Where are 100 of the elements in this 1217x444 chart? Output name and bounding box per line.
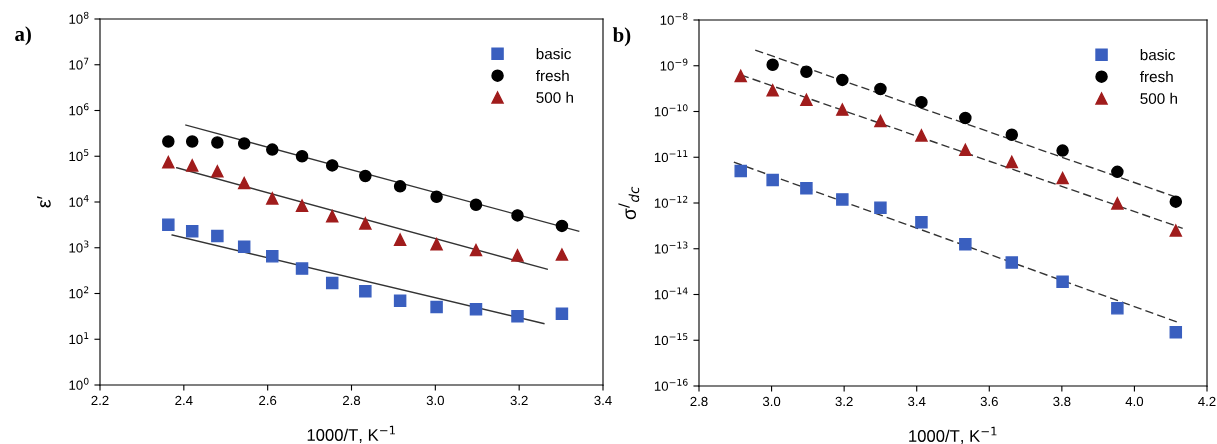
point [1005,128,1019,142]
y-tick-label: 10$^{−9}$ [660,58,688,71]
point [836,73,849,87]
legend-label: basic [1140,49,1176,61]
point [1111,197,1124,210]
point [185,159,199,172]
point [915,95,928,109]
point [959,237,972,251]
point [430,300,443,314]
x-tick-label: 3.0 [426,395,444,406]
point [800,182,813,195]
point [555,248,569,261]
point [295,149,309,163]
point [325,276,339,290]
y-tick-label: 10$^{6}$ [69,103,89,116]
point [430,237,443,251]
x-tick-label: 3.4 [594,395,612,406]
x-tick-label: 4.2 [1198,396,1216,406]
x-axis-title: 1000/T, K$^{−1}$ [909,426,997,444]
point [874,201,887,214]
point [1169,195,1183,208]
point [266,250,279,263]
legend-label: fresh [1139,70,1173,83]
point [800,93,813,107]
point [359,217,372,230]
point [237,240,251,254]
point [555,307,569,321]
y-axis-title: ε′ [37,196,51,208]
legend-label: 500 h [536,91,573,104]
point [766,84,779,97]
point [874,82,887,96]
point [511,309,524,323]
point [469,303,483,316]
point [915,215,928,229]
point [211,136,224,149]
point [325,209,339,223]
point [555,219,569,233]
point [295,262,309,275]
point [162,218,175,231]
x-tick-label: 2.6 [259,395,277,406]
x-tick-label: 3.4 [908,396,926,407]
point [359,169,372,183]
point [185,224,199,238]
point [1005,155,1019,169]
point [393,294,407,308]
point [162,135,175,148]
point [430,190,443,204]
y-tick-label: 10$^{−14}$ [654,287,688,300]
y-tick-label: 10$^{8}$ [69,11,89,24]
point [237,176,251,190]
point [800,65,813,78]
point [393,233,407,246]
x-tick-label: 3.6 [980,396,998,407]
x-tick-label: 2.2 [91,395,109,405]
legend-label: 500 h [1140,92,1177,105]
y-tick-label: 10$^{−8}$ [660,12,688,25]
y-tick-label: 10$^{−11}$ [654,150,688,163]
chart-title: a) [15,26,31,46]
y-tick-label: 10$^{−10}$ [654,104,688,117]
legend-label: fresh [535,69,569,82]
point [359,284,372,298]
y-tick-label: 10$^{−12}$ [654,195,688,208]
point [511,249,524,262]
point [734,69,747,83]
point [211,165,224,178]
point [959,143,972,157]
y-tick-label: 10$^{1}$ [69,332,89,345]
x-tick-label: 3.0 [762,396,781,407]
x-tick-label: 2.8 [690,396,708,407]
x-tick-label: 3.2 [835,396,853,407]
point [185,135,199,148]
point [325,159,339,172]
x-tick-label: 3.2 [510,395,528,406]
point [469,243,483,257]
chart-title: b) [612,27,631,47]
point [1169,325,1183,339]
point [266,143,279,156]
point [915,129,928,142]
point [1056,275,1069,288]
point [1169,224,1183,237]
point [211,229,224,243]
x-tick-label: 4.0 [1125,396,1144,407]
point [1056,171,1069,185]
y-tick-label: 10$^{2}$ [69,286,89,299]
point [162,155,175,169]
x-tick-label: 2.8 [342,395,361,406]
point [237,137,251,150]
y-tick-label: 10$^{4}$ [69,194,89,207]
y-tick-label: 10$^{5}$ [69,149,89,162]
point [295,199,309,212]
point [393,180,407,193]
y-tick-label: 10$^{−15}$ [654,333,688,346]
point [766,58,779,72]
point [734,164,747,178]
point [1111,302,1124,315]
point [1111,165,1124,179]
y-tick-label: 10$^{−16}$ [654,378,688,391]
point [836,103,849,116]
point [469,198,483,212]
point [266,192,279,205]
